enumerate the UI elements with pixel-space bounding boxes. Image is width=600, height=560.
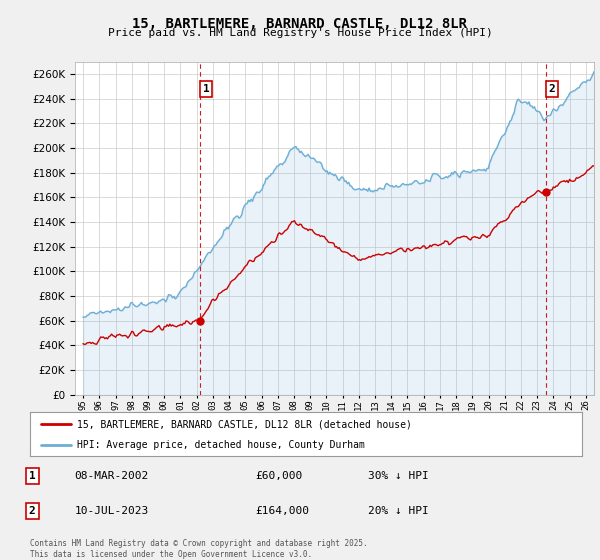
Text: Contains HM Land Registry data © Crown copyright and database right 2025.
This d: Contains HM Land Registry data © Crown c…	[30, 539, 368, 559]
Text: 15, BARTLEMERE, BARNARD CASTLE, DL12 8LR (detached house): 15, BARTLEMERE, BARNARD CASTLE, DL12 8LR…	[77, 419, 412, 429]
Text: 30% ↓ HPI: 30% ↓ HPI	[368, 471, 428, 481]
Text: 2: 2	[29, 506, 35, 516]
Text: Price paid vs. HM Land Registry's House Price Index (HPI): Price paid vs. HM Land Registry's House …	[107, 28, 493, 38]
Text: 2: 2	[549, 84, 556, 94]
Text: £164,000: £164,000	[255, 506, 309, 516]
Text: £60,000: £60,000	[255, 471, 302, 481]
Text: 10-JUL-2023: 10-JUL-2023	[74, 506, 149, 516]
Text: HPI: Average price, detached house, County Durham: HPI: Average price, detached house, Coun…	[77, 440, 365, 450]
Text: 1: 1	[29, 471, 35, 481]
Text: 1: 1	[203, 84, 209, 94]
Text: 08-MAR-2002: 08-MAR-2002	[74, 471, 149, 481]
Text: 20% ↓ HPI: 20% ↓ HPI	[368, 506, 428, 516]
Text: 15, BARTLEMERE, BARNARD CASTLE, DL12 8LR: 15, BARTLEMERE, BARNARD CASTLE, DL12 8LR	[133, 17, 467, 31]
